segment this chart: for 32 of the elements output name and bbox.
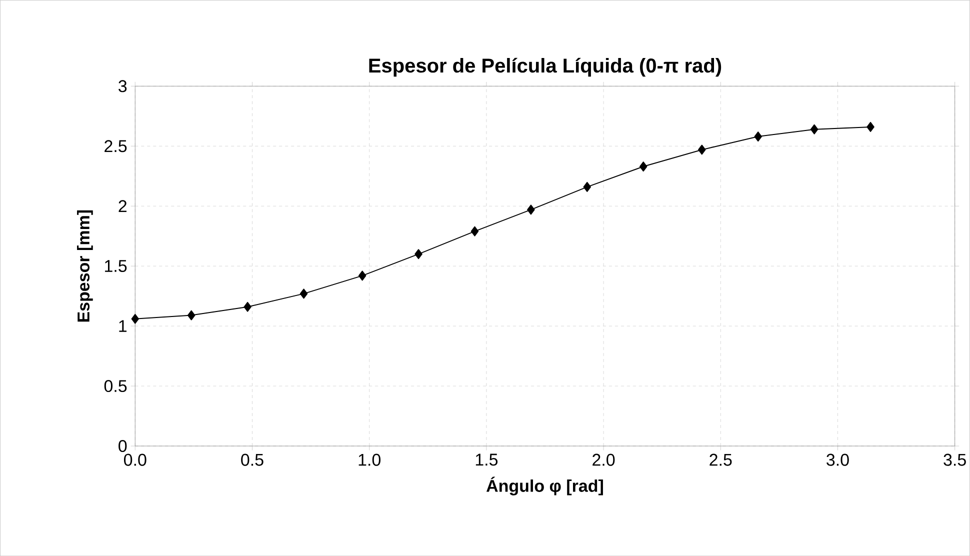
y-axis-title: Espesor [mm] bbox=[77, 210, 93, 322]
point bbox=[527, 204, 535, 215]
y-tick-label: 1.5 bbox=[105, 260, 127, 272]
y-tick-label: 0 bbox=[118, 440, 127, 452]
point bbox=[244, 302, 252, 312]
x-tick-label: 1.5 bbox=[476, 454, 498, 466]
point bbox=[187, 310, 196, 320]
point bbox=[414, 249, 422, 260]
x-tick-label: 3.0 bbox=[826, 454, 849, 466]
x-tick-label: 0.0 bbox=[124, 454, 146, 466]
chart-title: Espesor de Película Líquida (0-π rad) bbox=[369, 58, 722, 77]
x-tick-label: 1.0 bbox=[358, 454, 380, 466]
x-tick-label: 0.5 bbox=[241, 454, 264, 466]
point bbox=[583, 182, 592, 192]
point bbox=[131, 314, 140, 324]
y-tick-label: 1 bbox=[119, 320, 127, 332]
y-tick-label: 2.5 bbox=[104, 140, 127, 152]
x-tick-label: 2.0 bbox=[592, 454, 615, 466]
y-tick-label: 2 bbox=[118, 200, 126, 212]
x-axis-title: Ángulo φ [rad] bbox=[486, 476, 603, 496]
point bbox=[698, 144, 706, 155]
point bbox=[639, 161, 648, 172]
point bbox=[754, 131, 762, 142]
point bbox=[300, 288, 308, 299]
x-tick-label: 3.5 bbox=[944, 454, 966, 466]
x-tick-label: 2.5 bbox=[710, 454, 732, 466]
y-tick-label: 0.5 bbox=[104, 380, 127, 392]
point bbox=[470, 226, 479, 236]
y-tick-label: 3 bbox=[118, 80, 127, 92]
point bbox=[810, 124, 818, 134]
point bbox=[866, 122, 874, 132]
point bbox=[358, 270, 366, 281]
